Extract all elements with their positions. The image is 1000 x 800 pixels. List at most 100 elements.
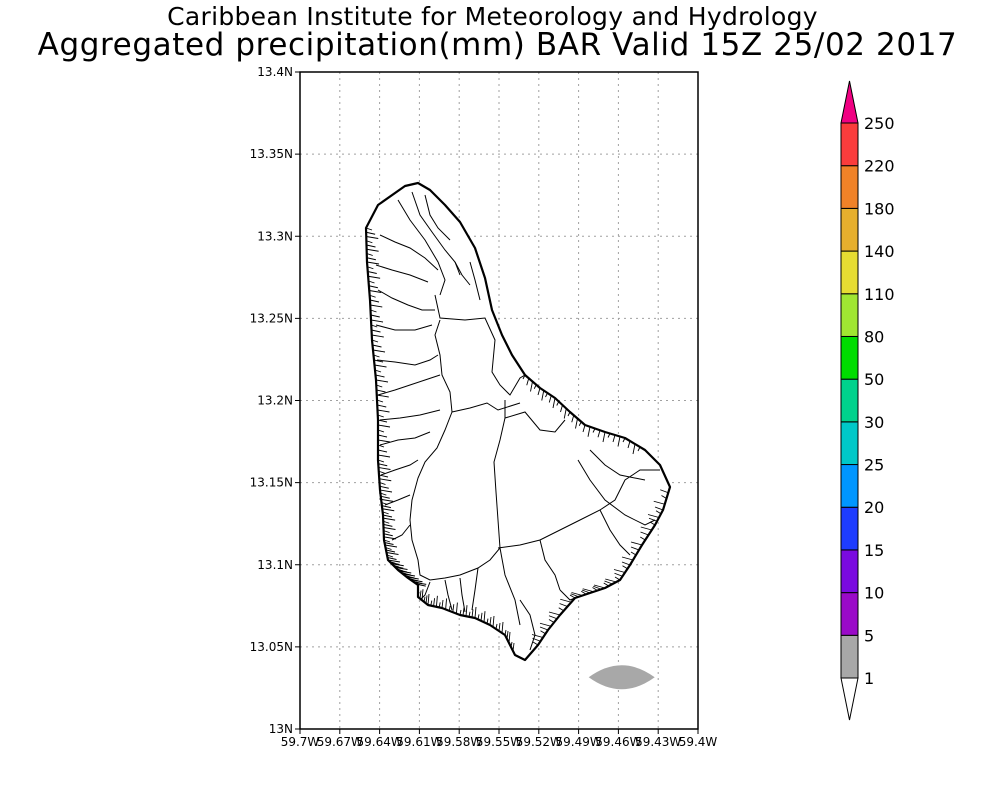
gully-line bbox=[559, 603, 568, 607]
gully-line bbox=[366, 248, 379, 252]
gully-line bbox=[622, 437, 626, 443]
gully-line bbox=[399, 570, 412, 574]
gully-line bbox=[614, 572, 623, 577]
title-block: Caribbean Institute for Meteorology and … bbox=[0, 0, 1000, 70]
gully-line bbox=[640, 526, 652, 531]
colorbar-min-triangle bbox=[840, 677, 859, 721]
gully-line bbox=[492, 615, 495, 628]
axis-tick-labels: 13.4N 13.35N 13.3N 13.25N 13.2N 13.15N 13.1N 13… bbox=[250, 65, 718, 749]
gully-line bbox=[414, 581, 427, 585]
colorbar-level-label: 20 bbox=[864, 498, 884, 517]
gully-line bbox=[655, 510, 662, 515]
gully-line bbox=[423, 596, 426, 602]
gully-line bbox=[376, 389, 386, 393]
colorbar-level-label: 30 bbox=[864, 413, 884, 432]
gully-line bbox=[438, 602, 441, 608]
internal-boundaries bbox=[375, 191, 660, 651]
lon-tick-label: 59.43W bbox=[635, 735, 681, 749]
gully-line bbox=[384, 542, 394, 545]
gully-line bbox=[558, 607, 564, 612]
gully-line bbox=[377, 459, 385, 463]
gully-line bbox=[435, 595, 438, 607]
gully-line bbox=[506, 630, 509, 640]
gully-line bbox=[383, 530, 390, 534]
gully-line bbox=[556, 401, 560, 406]
gully-line bbox=[603, 582, 609, 587]
gully-line bbox=[621, 556, 634, 561]
colorbar-level-label: 1 bbox=[864, 669, 874, 688]
gully-line bbox=[647, 514, 660, 518]
gully-line bbox=[452, 604, 455, 613]
gully-line bbox=[379, 482, 386, 485]
gully-line bbox=[382, 514, 393, 518]
gully-line bbox=[383, 520, 390, 524]
gully-line bbox=[380, 495, 390, 499]
gully-line bbox=[592, 587, 598, 591]
gully-line bbox=[622, 565, 628, 570]
island-coastline bbox=[364, 181, 672, 662]
lat-tick-label: 13.4N bbox=[257, 65, 293, 79]
gully-line bbox=[649, 521, 656, 526]
gully-line bbox=[370, 314, 380, 318]
colorbar-segment bbox=[840, 592, 859, 636]
gully-line bbox=[377, 454, 391, 458]
gully-line bbox=[378, 467, 391, 470]
title-product: Aggregated precipitation(mm) BAR Valid 1… bbox=[37, 27, 958, 63]
gully-line bbox=[560, 598, 572, 603]
gully-line bbox=[548, 395, 552, 403]
colorbar-level-label: 110 bbox=[864, 285, 895, 304]
gully-line bbox=[371, 329, 381, 333]
colorbar-segment bbox=[840, 122, 859, 167]
gully-line bbox=[468, 611, 471, 617]
gully-line bbox=[427, 593, 430, 606]
gully-line bbox=[379, 485, 389, 489]
gully-line bbox=[459, 609, 462, 616]
gully-line bbox=[383, 517, 396, 521]
gully-line bbox=[378, 474, 389, 478]
gully-line bbox=[421, 589, 424, 601]
gully-line bbox=[383, 539, 391, 543]
lat-tick-label: 13.15N bbox=[250, 476, 293, 490]
gully-line bbox=[377, 409, 390, 413]
gully-line bbox=[383, 523, 393, 527]
colorbar-segment bbox=[840, 207, 859, 252]
gully-line bbox=[365, 227, 373, 231]
colorbar-segment bbox=[840, 250, 859, 295]
gully-line bbox=[377, 439, 391, 443]
colorbar-segment bbox=[840, 549, 859, 594]
gully-line bbox=[504, 629, 507, 636]
gully-line bbox=[522, 374, 526, 380]
gully-line bbox=[582, 588, 594, 593]
colorbar-segment bbox=[840, 634, 859, 679]
gully-line bbox=[377, 424, 391, 428]
gully-line bbox=[382, 511, 389, 515]
colorbar-segment bbox=[840, 464, 859, 508]
gully-line bbox=[471, 609, 474, 618]
gully-line bbox=[390, 562, 400, 565]
lon-tick-label: 59.67W bbox=[317, 735, 363, 749]
gully-line bbox=[548, 611, 561, 616]
gully-line bbox=[368, 275, 381, 279]
gully-line bbox=[654, 506, 664, 511]
gully-line bbox=[381, 498, 394, 502]
gully-line bbox=[512, 642, 515, 652]
gully-line bbox=[386, 552, 399, 555]
gully-line bbox=[441, 599, 444, 609]
gully-line bbox=[410, 579, 423, 583]
gully-line bbox=[369, 290, 382, 293]
gully-line bbox=[532, 637, 541, 642]
gully-line bbox=[660, 489, 669, 494]
gully-line bbox=[445, 598, 448, 610]
colorbar-segment bbox=[840, 335, 859, 380]
gully-line bbox=[532, 641, 539, 646]
gully-line bbox=[501, 621, 504, 634]
gully-line bbox=[381, 505, 391, 509]
gully-line bbox=[587, 426, 591, 437]
gully-line bbox=[614, 576, 621, 581]
gully-line bbox=[593, 584, 606, 589]
gully-line bbox=[416, 583, 426, 587]
lon-tick-label: 59.46W bbox=[595, 735, 641, 749]
gully-line bbox=[417, 591, 420, 598]
gully-line bbox=[378, 463, 388, 467]
gully-line bbox=[375, 374, 385, 378]
